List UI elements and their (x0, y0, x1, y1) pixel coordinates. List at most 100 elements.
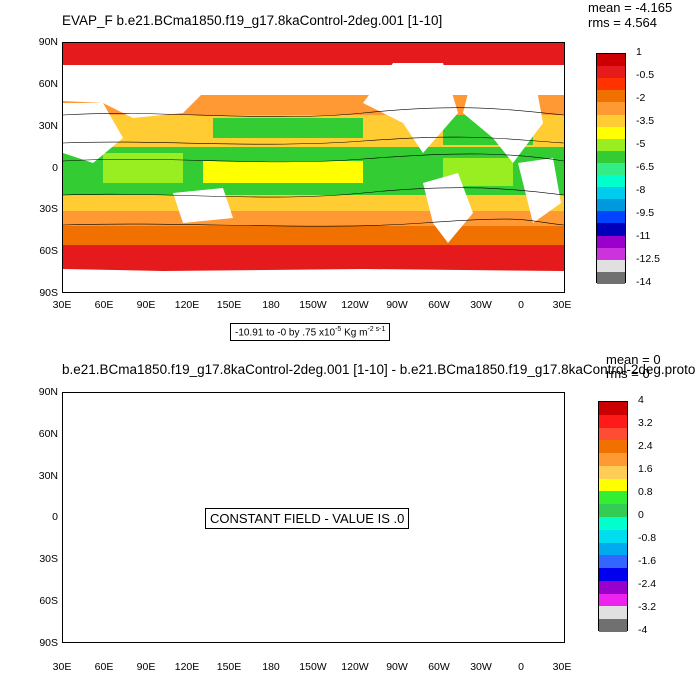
colorbar-swatch (599, 453, 627, 466)
colorbar-swatch (599, 402, 627, 415)
lat-label: 90S (39, 637, 58, 649)
colorbar-swatch (597, 247, 625, 260)
colorbar-swatch (597, 162, 625, 176)
lon-label: 60E (94, 661, 114, 673)
colorbar-label: -2 (636, 92, 646, 104)
lon-label: 90E (136, 299, 156, 311)
lat-label: 0 (52, 511, 58, 523)
colorbar-swatch (599, 414, 627, 428)
lat-label: 30N (38, 470, 58, 482)
lat-label: 90S (39, 287, 58, 299)
colorbar-label: -4 (638, 624, 648, 636)
colorbar-swatch (597, 199, 625, 212)
colorbar-swatch (597, 271, 625, 284)
colorbar-swatch (599, 517, 627, 530)
lon-label: 0 (518, 661, 524, 673)
colorbar-label: 1 (636, 46, 642, 58)
colorbar-label: -14 (636, 276, 652, 288)
lat-label: 30S (39, 553, 58, 565)
lon-label: 180 (262, 299, 280, 311)
colorbar-swatch (599, 427, 627, 441)
lat-label: 60S (39, 595, 58, 607)
lon-label: 90W (386, 299, 408, 311)
colorbar-swatch (597, 90, 625, 103)
colorbar-swatch (599, 593, 627, 607)
lat-label: 90N (38, 36, 58, 48)
colorbar-label: -6.5 (636, 161, 655, 173)
panel2-rms: rms = 0 (606, 366, 650, 381)
colorbar-swatch (599, 440, 627, 454)
lon-label: 30W (470, 661, 492, 673)
panel1-title: EVAP_F b.e21.BCma1850.f19_g17.8kaControl… (62, 13, 443, 28)
colorbar-swatch (599, 478, 627, 492)
panel2-map: CONSTANT FIELD - VALUE IS .0 (62, 392, 565, 643)
colorbar-swatch (599, 568, 627, 581)
panel2-colorbar: 4 3.2 2.4 1.6 0.8 0 -0.8 -1.6 -2.4 -3.2 -4 (598, 394, 656, 636)
colorbar-label: -11 (636, 230, 651, 242)
lat-label: 60N (38, 428, 58, 440)
colorbar-swatch (597, 211, 625, 224)
lat-label: 30S (39, 203, 58, 215)
lon-label: 30E (552, 661, 572, 673)
lon-label: 120W (341, 299, 369, 311)
colorbar-swatch (597, 223, 625, 236)
panel1-colorbar: 1 -0.5 -2 -3.5 -5 -6.5 -8 -9.5 -11 -12.5 -14 (596, 46, 660, 288)
colorbar-label: -5 (636, 138, 646, 150)
lon-label: 180 (262, 661, 280, 673)
lat-label: 30N (38, 120, 58, 132)
colorbar-label: -1.6 (638, 555, 657, 567)
panel2-title: b.e21.BCma1850.f19_g17.8kaControl-2deg.0… (62, 362, 696, 377)
colorbar-label: 0 (638, 509, 644, 521)
lon-label: 150W (299, 661, 327, 673)
colorbar-swatch (597, 259, 625, 272)
lon-label: 30E (52, 299, 72, 311)
lon-label: 30E (52, 661, 72, 673)
colorbar-swatch (597, 235, 625, 248)
panel1-rms: rms = 4.564 (588, 15, 658, 30)
colorbar-swatch (599, 529, 627, 543)
colorbar-swatch (597, 138, 625, 151)
colorbar-swatch (597, 54, 625, 67)
colorbar-label: -8 (636, 184, 646, 196)
colorbar-label: 4 (638, 394, 644, 406)
panel1-contour-range: -10.91 to -0 by .75 x10-5 Kg m-2 s-1 (230, 323, 391, 342)
lat-label: 90N (38, 386, 58, 398)
lon-label: 120E (174, 299, 200, 311)
colorbar-swatch (599, 504, 627, 517)
lon-label: 60E (94, 299, 114, 311)
colorbar-swatch (597, 187, 625, 200)
colorbar-swatch (597, 102, 625, 115)
colorbar-swatch (599, 606, 627, 620)
panel2-mean: mean = 0 (606, 352, 661, 367)
lon-label: 120E (174, 661, 200, 673)
lat-label: 0 (52, 162, 58, 174)
colorbar-label: -3.5 (636, 115, 655, 127)
colorbar-swatch (599, 491, 627, 505)
lon-label: 60W (428, 661, 450, 673)
lat-label: 60N (38, 78, 58, 90)
lon-label: 90W (386, 661, 408, 673)
lat-label: 60S (39, 245, 58, 257)
colorbar-label: -0.5 (636, 69, 655, 81)
lon-label: 30E (552, 299, 572, 311)
colorbar-swatch (599, 619, 627, 632)
lon-label: 0 (518, 299, 524, 311)
colorbar-swatch (597, 78, 625, 91)
panel1-mean: mean = -4.165 (588, 0, 673, 15)
colorbar-label: -3.2 (638, 601, 657, 613)
colorbar-label: 2.4 (638, 440, 653, 452)
colorbar-swatch (599, 542, 627, 556)
colorbar-label: 3.2 (638, 417, 653, 429)
lon-label: 150W (299, 299, 327, 311)
colorbar-label: -12.5 (636, 253, 660, 265)
panel1-map-field (63, 43, 564, 292)
lon-label: 90E (136, 661, 156, 673)
colorbar-swatch (597, 175, 625, 188)
colorbar-label: -0.8 (638, 532, 657, 544)
lon-label: 120W (341, 661, 369, 673)
colorbar-swatch (597, 66, 625, 79)
lon-label: 150E (216, 299, 242, 311)
constant-field-label: CONSTANT FIELD - VALUE IS .0 (205, 508, 410, 529)
colorbar-swatch (597, 126, 625, 139)
panel1-map (62, 42, 565, 293)
